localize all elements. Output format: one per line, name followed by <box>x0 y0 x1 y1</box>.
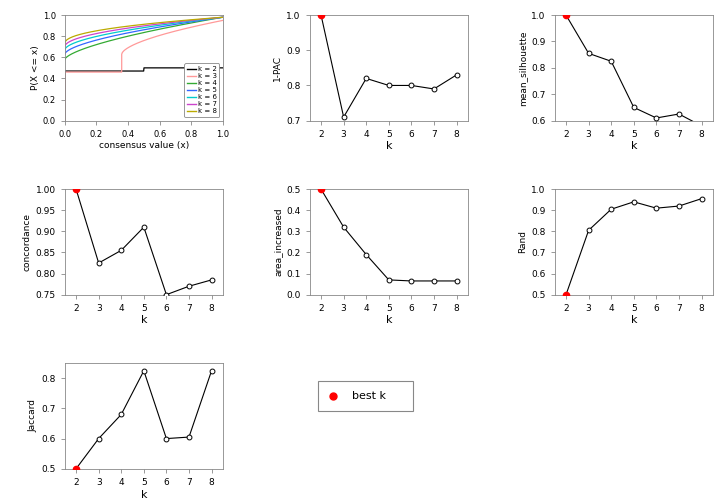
Y-axis label: P(X <= x): P(X <= x) <box>31 45 40 90</box>
X-axis label: k: k <box>631 316 637 326</box>
X-axis label: consensus value (x): consensus value (x) <box>99 142 189 150</box>
X-axis label: k: k <box>140 316 147 326</box>
Y-axis label: mean_silhouette: mean_silhouette <box>518 30 527 106</box>
X-axis label: k: k <box>631 142 637 151</box>
Text: best k: best k <box>353 391 387 401</box>
X-axis label: k: k <box>140 489 147 499</box>
X-axis label: k: k <box>385 316 392 326</box>
Y-axis label: Rand: Rand <box>518 230 527 254</box>
Y-axis label: Jaccard: Jaccard <box>28 400 37 432</box>
Legend: k = 2, k = 3, k = 4, k = 5, k = 6, k = 7, k = 8: k = 2, k = 3, k = 4, k = 5, k = 6, k = 7… <box>184 64 220 117</box>
Y-axis label: 1-PAC: 1-PAC <box>273 55 282 81</box>
X-axis label: k: k <box>385 142 392 151</box>
Y-axis label: concordance: concordance <box>22 213 32 271</box>
FancyBboxPatch shape <box>318 381 413 411</box>
Y-axis label: area_increased: area_increased <box>273 208 282 276</box>
